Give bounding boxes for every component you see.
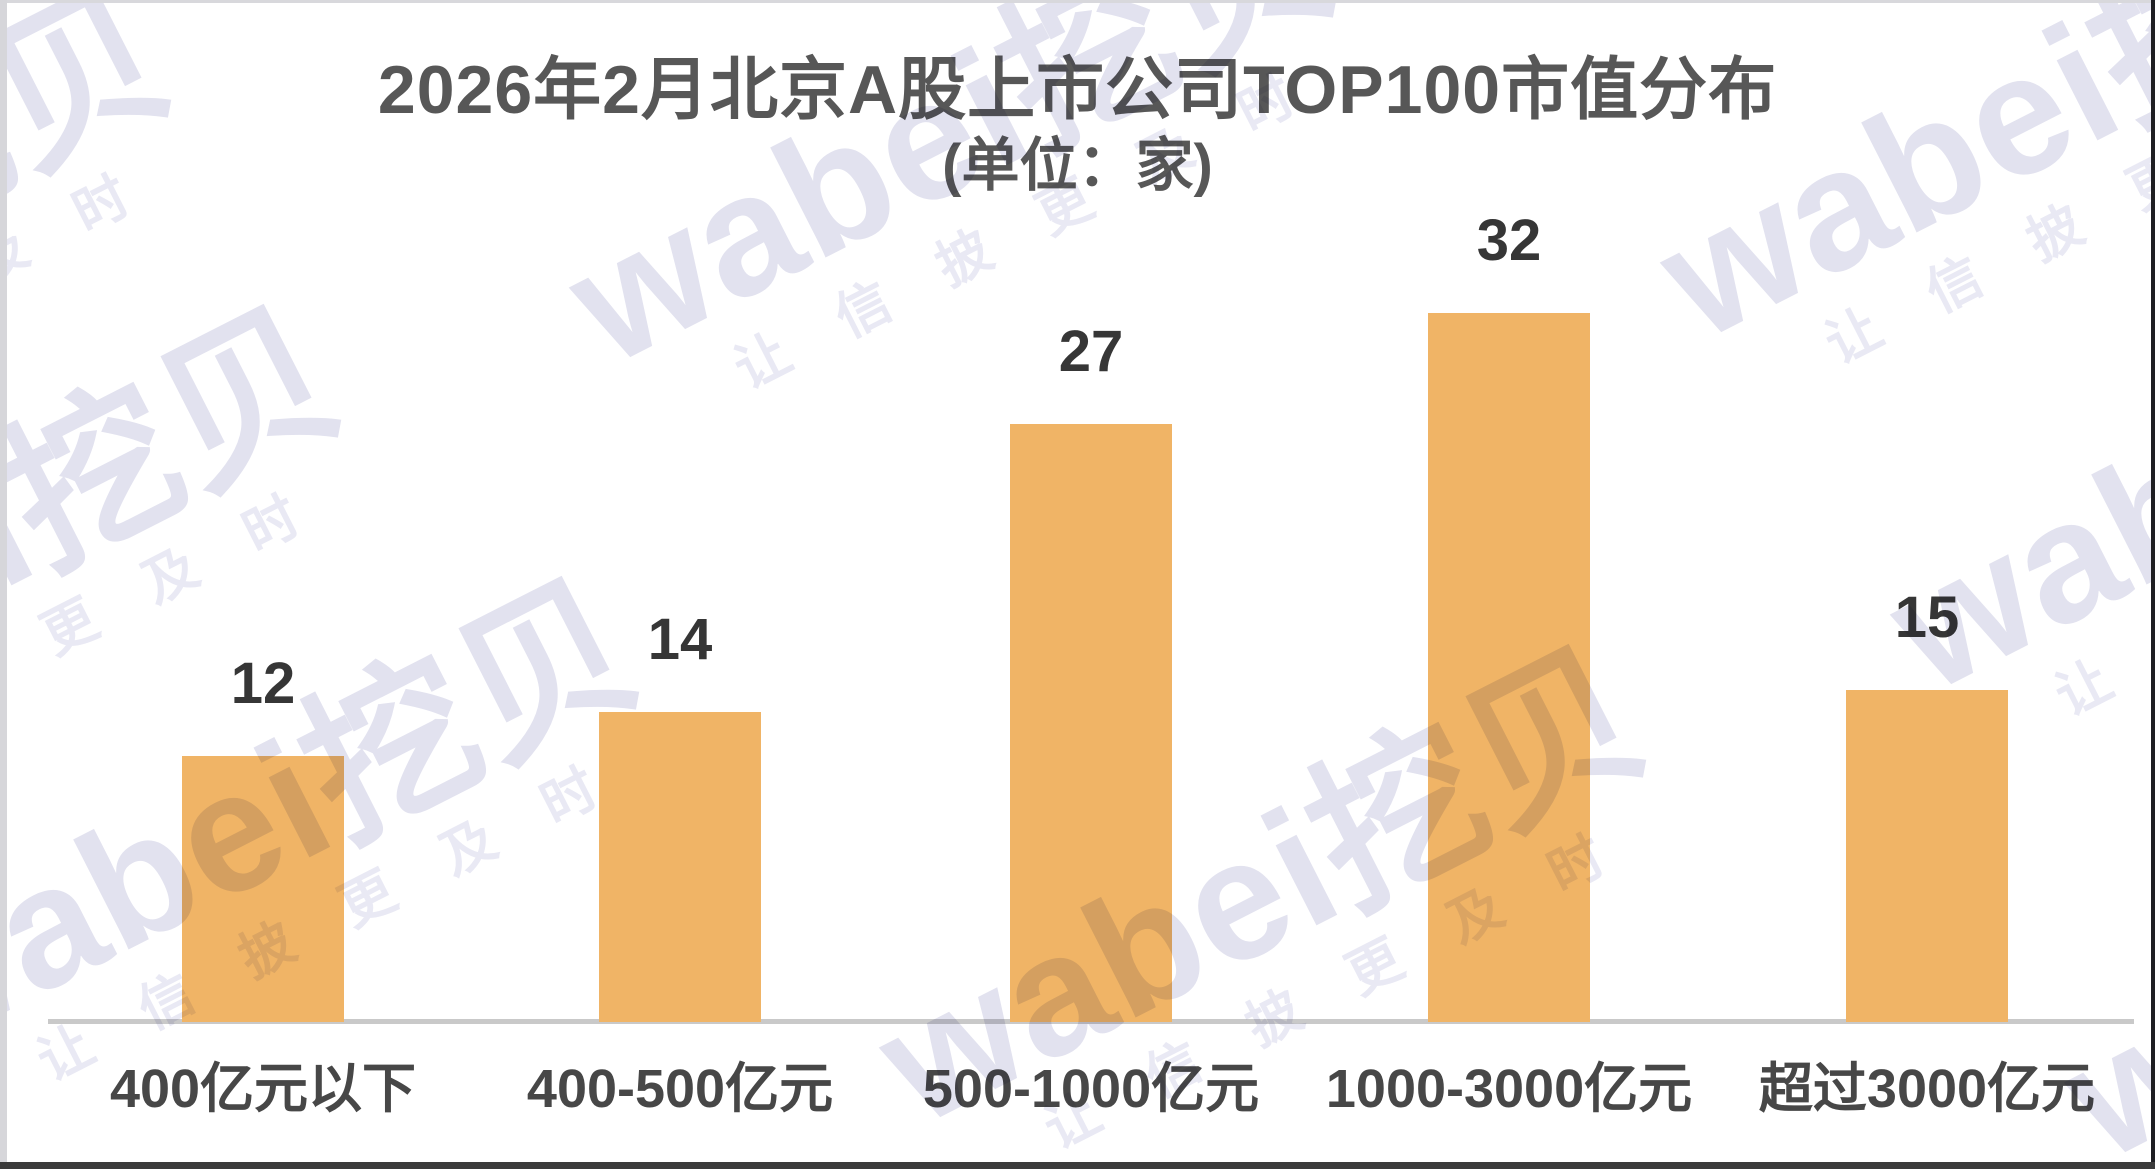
x-axis-label: 400-500亿元 [526,1059,834,1119]
x-axis-label: 1000-3000亿元 [1325,1059,1693,1119]
bar [1846,690,2008,1022]
bar-value-label: 15 [1894,585,1960,650]
bar [1428,313,1590,1022]
watermark-tagline-text: 让 信 披 更 及 时 [2046,383,2155,728]
bottom-edge-strip [0,1162,2155,1169]
right-edge-line [2151,0,2155,1169]
chart-title: 2026年2月北京A股上市公司TOP100市值分布 [377,52,1778,128]
x-axis-label: 400亿元以下 [109,1059,417,1119]
bar [1010,424,1172,1022]
x-axis-label: 超过3000亿元 [1758,1059,2096,1119]
watermark-brand-text: wabei挖贝 [0,275,369,821]
bar-value-label: 12 [230,651,296,716]
bar-value-label: 32 [1476,208,1542,273]
top-edge-line [0,0,2155,3]
watermark-tagline-text: 让 信 披 更 及 时 [28,747,627,1093]
left-edge-strip [0,0,7,1169]
chart-unit-label: (单位：家) [942,133,1213,198]
bar [599,712,761,1022]
bar-value-label: 27 [1058,319,1124,384]
bar-value-label: 14 [647,607,713,672]
x-axis-label: 500-1000亿元 [922,1059,1260,1119]
bar [182,756,344,1022]
